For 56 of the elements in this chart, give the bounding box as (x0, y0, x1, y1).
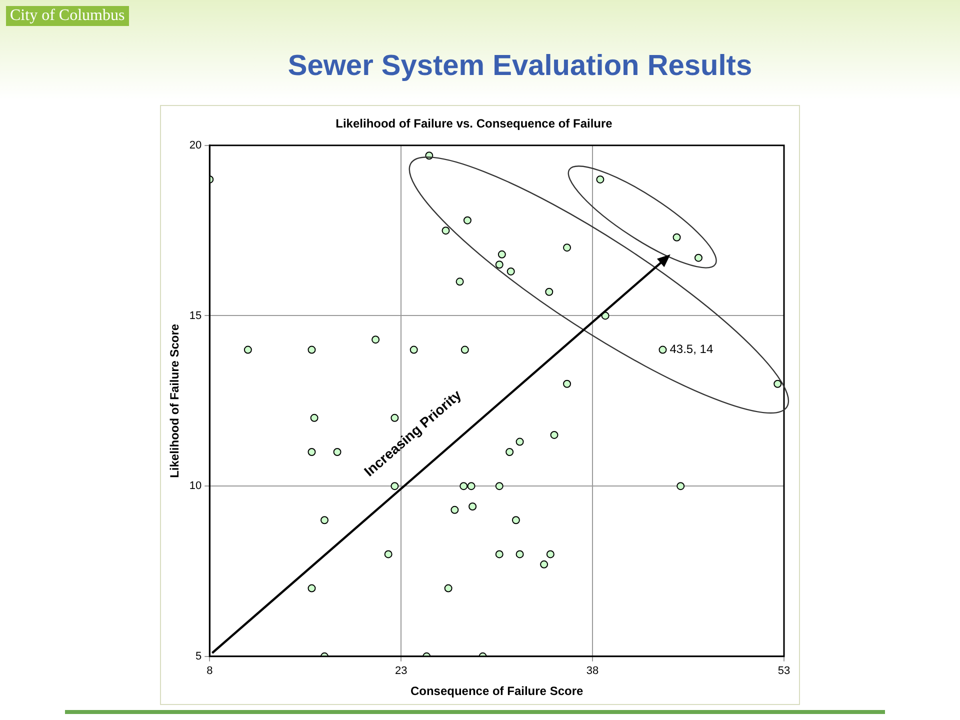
point (308, 584, 316, 592)
point (467, 482, 476, 490)
point (563, 380, 572, 388)
text: City of Columbus (6, 6, 129, 26)
point (694, 254, 702, 262)
point (540, 560, 548, 568)
point (372, 336, 380, 344)
x-axis-title: Consequence of Failure Score (410, 684, 584, 698)
point (498, 250, 506, 258)
point (545, 288, 554, 296)
point (506, 448, 514, 456)
point (444, 584, 452, 592)
point (672, 233, 681, 242)
point (308, 448, 316, 456)
point (495, 260, 504, 269)
point (390, 482, 399, 490)
point (390, 414, 399, 422)
x-tick-label: 53 (778, 665, 790, 678)
y-axis-title: Likelihood of Failure Score (168, 324, 182, 478)
x-tick-label: 38 (586, 665, 599, 678)
point (450, 506, 459, 514)
y-tick-label: 10 (189, 480, 202, 492)
point (676, 482, 685, 490)
point (546, 550, 554, 558)
point (442, 226, 450, 235)
y-tick-label: 5 (196, 650, 202, 662)
point (495, 482, 504, 490)
point (495, 550, 504, 558)
chart-title: Sewer System Evaluation Results (286, 50, 754, 83)
y-tick-label: 20 (189, 139, 202, 152)
point (506, 267, 515, 276)
chart-subtitle: Likelihood of Failure vs. Consequence of Failure (336, 116, 613, 131)
point (563, 244, 572, 252)
point (320, 516, 329, 524)
point (516, 438, 524, 446)
y-tick-label: 15 (189, 310, 202, 322)
point (658, 346, 667, 354)
point (308, 346, 316, 354)
point (512, 516, 520, 524)
point (384, 550, 392, 558)
point (456, 278, 464, 286)
data-label: 43.5, 14 (670, 342, 714, 356)
point (310, 414, 318, 422)
point (333, 448, 342, 456)
point (244, 346, 252, 354)
x-tick-label: 23 (394, 665, 408, 678)
point (596, 175, 604, 184)
point (460, 482, 468, 490)
point (410, 346, 418, 354)
x-tick-label: 8 (206, 665, 213, 678)
point (460, 346, 469, 354)
point (516, 550, 524, 558)
point (550, 430, 558, 439)
point (774, 380, 782, 388)
point (468, 502, 477, 511)
point (463, 216, 472, 224)
